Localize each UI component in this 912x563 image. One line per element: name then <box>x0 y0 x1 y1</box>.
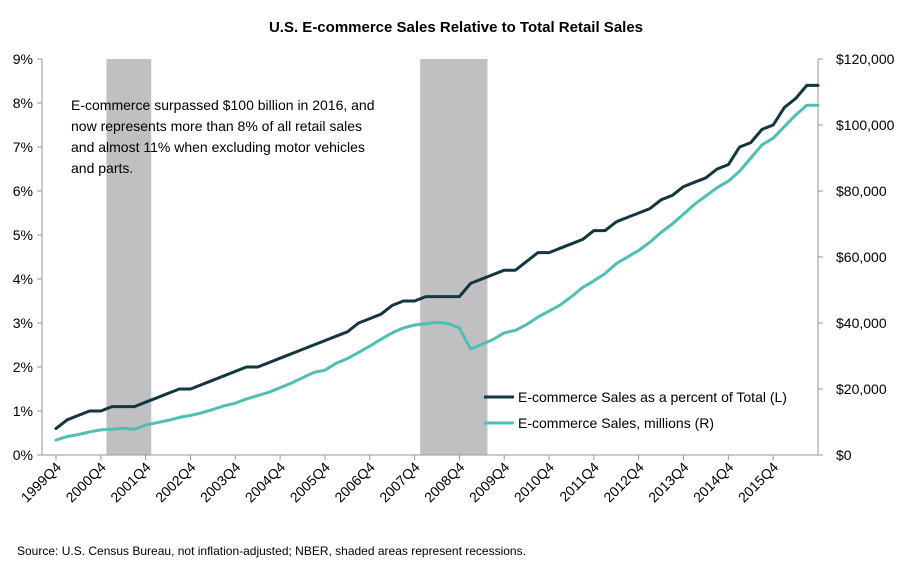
x-tick-label: 2009Q4 <box>466 459 513 506</box>
x-tick-label: 2003Q4 <box>197 459 244 506</box>
x-tick-label: 2014Q4 <box>690 459 737 506</box>
left-tick-label: 0% <box>13 447 33 463</box>
right-axis: $0 $20,000 $40,000 $60,000 $80,000 $100,000 $1… <box>817 51 895 463</box>
x-tick-label: 2013Q4 <box>645 459 692 506</box>
right-tick-label: $0 <box>836 447 852 463</box>
left-tick-label: 6% <box>13 183 33 199</box>
x-tick-label: 2002Q4 <box>152 459 199 506</box>
x-tick-label: 2007Q4 <box>376 459 423 506</box>
legend-label: E-commerce Sales, millions (R) <box>518 415 714 431</box>
left-tick-label: 8% <box>13 95 33 111</box>
legend-label: E-commerce Sales as a percent of Total (… <box>518 389 787 405</box>
x-tick-label: 2011Q4 <box>556 459 602 505</box>
right-tick-label: $100,000 <box>836 117 895 133</box>
series-line-percent <box>54 83 820 431</box>
left-tick-label: 9% <box>13 51 33 67</box>
x-tick-label: 2015Q4 <box>735 459 782 506</box>
x-tick-label: 2004Q4 <box>242 459 289 506</box>
x-axis: 1999Q42000Q42001Q42002Q42003Q42004Q42005… <box>18 454 818 506</box>
left-tick-label: 7% <box>13 139 33 155</box>
annotation-line: and parts. <box>71 160 133 176</box>
x-tick-label: 2008Q4 <box>421 459 468 506</box>
left-tick-label: 3% <box>13 315 33 331</box>
recession-band-2 <box>420 59 488 455</box>
left-tick-label: 4% <box>13 271 33 287</box>
x-tick-label: 2006Q4 <box>331 459 378 506</box>
right-tick-label: $60,000 <box>836 249 887 265</box>
x-tick-label: 2005Q4 <box>287 459 334 506</box>
series-line-sales <box>54 103 820 442</box>
annotation-line: now represents more than 8% of all retai… <box>71 118 362 134</box>
x-tick-label: 1999Q4 <box>18 459 65 506</box>
annotation-line: and almost 11% when excluding motor vehi… <box>71 139 365 155</box>
x-tick-label: 2000Q4 <box>62 459 109 506</box>
right-tick-label: $80,000 <box>836 183 887 199</box>
x-tick-label: 2012Q4 <box>600 459 647 506</box>
annotation-text: E-commerce surpassed $100 billion in 201… <box>71 97 375 176</box>
left-axis: 0% 1% 2% 3% 4% 5% 6% 7% 8% 9% <box>13 51 43 463</box>
recession-shading <box>106 59 488 455</box>
left-tick-label: 1% <box>13 403 33 419</box>
x-tick-label: 2001Q4 <box>107 459 154 506</box>
right-tick-label: $120,000 <box>836 51 895 67</box>
left-tick-label: 5% <box>13 227 33 243</box>
right-tick-label: $40,000 <box>836 315 887 331</box>
annotation-line: E-commerce surpassed $100 billion in 201… <box>71 97 375 113</box>
recession-band-1 <box>106 59 152 455</box>
right-tick-label: $20,000 <box>836 381 887 397</box>
legend: E-commerce Sales as a percent of Total (… <box>484 389 787 431</box>
source-note: Source: U.S. Census Bureau, not inflatio… <box>17 544 526 558</box>
chart-title: U.S. E-commerce Sales Relative to Total … <box>269 19 643 36</box>
x-tick-label: 2010Q4 <box>511 459 558 506</box>
series-lines <box>54 83 820 442</box>
left-tick-label: 2% <box>13 359 33 375</box>
